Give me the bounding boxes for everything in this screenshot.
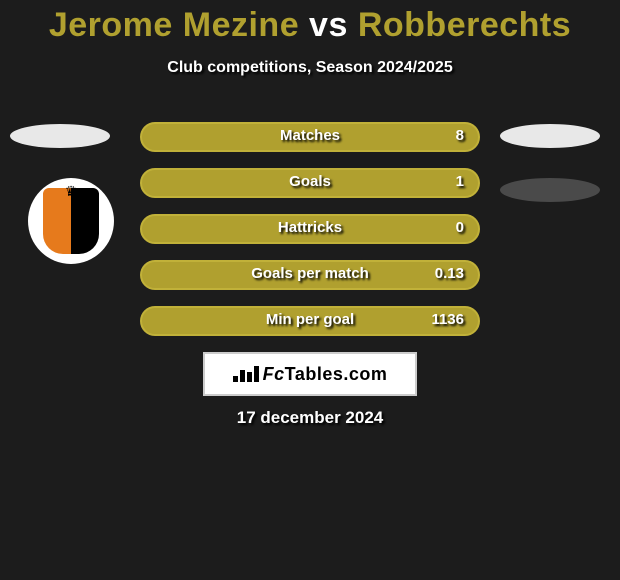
fctables-watermark: FcTables.com bbox=[203, 352, 417, 396]
stat-label: Goals per match bbox=[142, 265, 478, 282]
bar-icon-bar bbox=[240, 370, 245, 382]
stat-value: 1136 bbox=[431, 311, 464, 328]
stat-label: Matches bbox=[142, 127, 478, 144]
stats-list: Matches8Goals1Hattricks0Goals per match0… bbox=[140, 122, 480, 352]
stat-row: Min per goal1136 bbox=[140, 306, 480, 336]
stat-label: Goals bbox=[142, 173, 478, 190]
stat-value: 0 bbox=[456, 219, 464, 236]
player2-name: Robberechts bbox=[358, 6, 571, 44]
club-shape-right-2 bbox=[500, 178, 600, 202]
stat-row: Goals per match0.13 bbox=[140, 260, 480, 290]
fctables-bold: Fc bbox=[263, 364, 285, 384]
date-text: 17 december 2024 bbox=[0, 408, 620, 428]
bar-icon-bar bbox=[254, 366, 259, 382]
stat-label: Hattricks bbox=[142, 219, 478, 236]
club-badge: ♛ bbox=[28, 178, 114, 264]
stat-row: Hattricks0 bbox=[140, 214, 480, 244]
club-shape-left-1 bbox=[10, 124, 110, 148]
stat-value: 1 bbox=[456, 173, 464, 190]
bar-icon-bar bbox=[247, 372, 252, 382]
vs-text: vs bbox=[299, 6, 358, 44]
stat-label: Min per goal bbox=[142, 311, 478, 328]
page-title: Jerome Mezine vs Robberechts bbox=[0, 0, 620, 45]
stat-value: 0.13 bbox=[435, 265, 464, 282]
comparison-card: Jerome Mezine vs Robberechts Club compet… bbox=[0, 0, 620, 580]
bar-chart-icon bbox=[233, 366, 259, 382]
fctables-text: FcTables.com bbox=[263, 364, 388, 385]
stat-row: Matches8 bbox=[140, 122, 480, 152]
stat-row: Goals1 bbox=[140, 168, 480, 198]
crown-icon: ♛ bbox=[65, 183, 78, 200]
stat-value: 8 bbox=[456, 127, 464, 144]
player1-name: Jerome Mezine bbox=[49, 6, 299, 44]
bar-icon-bar bbox=[233, 376, 238, 382]
subtitle: Club competitions, Season 2024/2025 bbox=[0, 59, 620, 77]
club-shape-right-1 bbox=[500, 124, 600, 148]
fctables-rest: Tables.com bbox=[285, 364, 388, 384]
